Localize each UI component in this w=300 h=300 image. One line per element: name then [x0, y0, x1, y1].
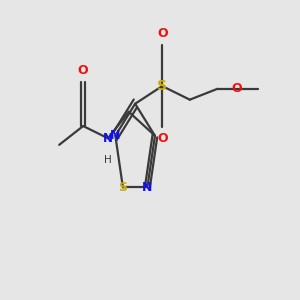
- Text: O: O: [232, 82, 242, 95]
- Text: H: H: [104, 155, 112, 165]
- Text: O: O: [157, 132, 167, 145]
- Text: O: O: [78, 64, 88, 77]
- Text: S: S: [118, 181, 127, 194]
- Text: N: N: [103, 132, 113, 145]
- Text: N: N: [110, 129, 121, 142]
- Text: S: S: [157, 79, 167, 93]
- Text: N: N: [142, 181, 153, 194]
- Text: O: O: [157, 27, 167, 40]
